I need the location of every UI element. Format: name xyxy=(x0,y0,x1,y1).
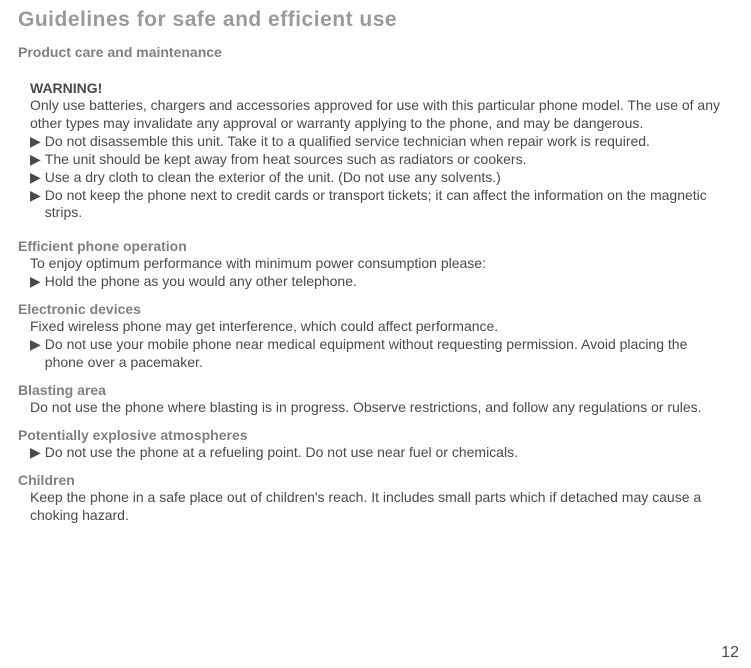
section-intro-1: Fixed wireless phone may get interferenc… xyxy=(30,318,723,336)
warning-heading: WARNING! xyxy=(30,80,723,96)
bullet-marker-icon: ▶ xyxy=(30,444,41,462)
section-1-bullet-0: ▶ Do not use your mobile phone near medi… xyxy=(30,336,723,372)
section-heading-4: Children xyxy=(18,472,723,488)
bullet-text: Do not use the phone at a refueling poin… xyxy=(45,444,723,462)
bullet-marker-icon: ▶ xyxy=(30,169,41,187)
warning-bullet-0: ▶ Do not disassemble this unit. Take it … xyxy=(30,133,723,151)
bullet-marker-icon: ▶ xyxy=(30,133,41,151)
section-intro-0: To enjoy optimum performance with minimu… xyxy=(30,255,723,273)
section-heading-2: Blasting area xyxy=(18,382,723,398)
bullet-text: Use a dry cloth to clean the exterior of… xyxy=(45,169,723,187)
bullet-marker-icon: ▶ xyxy=(30,151,41,169)
page-title: Guidelines for safe and efficient use xyxy=(18,8,723,32)
bullet-marker-icon: ▶ xyxy=(30,273,41,291)
warning-intro: Only use batteries, chargers and accesso… xyxy=(30,97,723,133)
page-number: 12 xyxy=(721,644,739,662)
section-heading-3: Potentially explosive atmospheres xyxy=(18,427,723,443)
bullet-text: Do not disassemble this unit. Take it to… xyxy=(45,133,723,151)
bullet-text: Do not use your mobile phone near medica… xyxy=(45,336,723,372)
bullet-text: The unit should be kept away from heat s… xyxy=(45,151,723,169)
warning-bullet-3: ▶ Do not keep the phone next to credit c… xyxy=(30,187,723,223)
section-0-bullet-0: ▶ Hold the phone as you would any other … xyxy=(30,273,723,291)
warning-bullet-1: ▶ The unit should be kept away from heat… xyxy=(30,151,723,169)
bullet-marker-icon: ▶ xyxy=(30,187,41,223)
subtitle: Product care and maintenance xyxy=(18,44,723,60)
section-intro-2: Do not use the phone where blasting is i… xyxy=(30,399,723,417)
warning-bullet-2: ▶ Use a dry cloth to clean the exterior … xyxy=(30,169,723,187)
section-heading-0: Efficient phone operation xyxy=(18,238,723,254)
bullet-text: Do not keep the phone next to credit car… xyxy=(45,187,723,223)
bullet-text: Hold the phone as you would any other te… xyxy=(45,273,723,291)
section-3-bullet-0: ▶ Do not use the phone at a refueling po… xyxy=(30,444,723,462)
bullet-marker-icon: ▶ xyxy=(30,336,41,372)
section-heading-1: Electronic devices xyxy=(18,301,723,317)
section-intro-4: Keep the phone in a safe place out of ch… xyxy=(30,489,723,525)
